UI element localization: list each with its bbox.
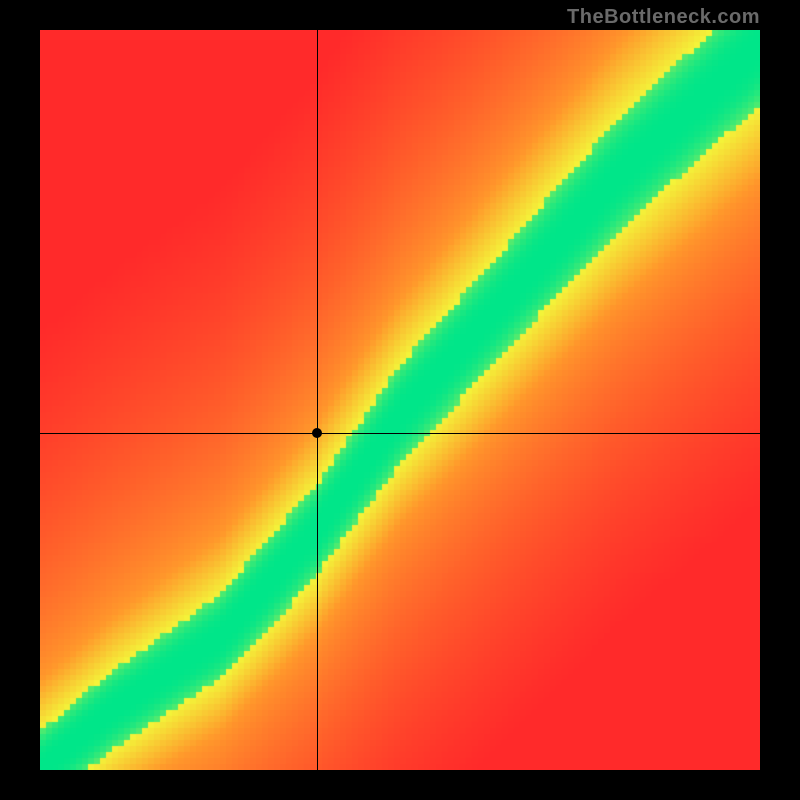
- crosshair-horizontal: [40, 433, 760, 434]
- watermark-text: TheBottleneck.com: [567, 6, 760, 29]
- crosshair-marker: [312, 428, 322, 438]
- bottleneck-heatmap: [40, 30, 760, 770]
- heatmap-canvas: [40, 30, 760, 770]
- crosshair-vertical: [317, 30, 318, 770]
